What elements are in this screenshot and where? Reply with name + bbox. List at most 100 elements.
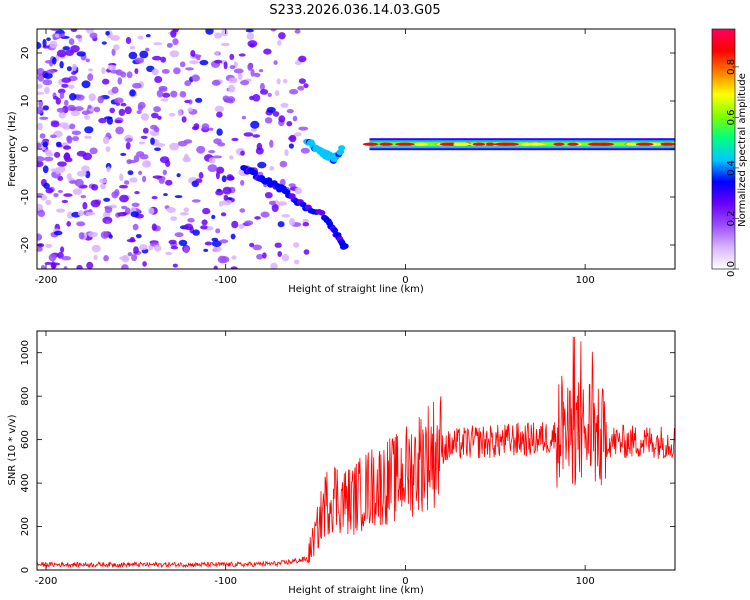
- spectrogram-noise-blob: [48, 253, 57, 262]
- spectrogram-noise-blob: [252, 134, 261, 138]
- x-tick-label: 100: [576, 275, 595, 286]
- snr-y-label: SNR (10 * v/v): [7, 414, 18, 485]
- y-tick-label: 400: [20, 474, 31, 493]
- spectrogram-noise-blob: [222, 199, 232, 206]
- spectrogram-noise-blob: [101, 41, 107, 45]
- spectrogram-noise-blob: [110, 35, 120, 41]
- spectrogram-noise-blob: [37, 160, 44, 168]
- spectrogram-noise-blob: [40, 194, 47, 201]
- spectrogram-noise-blob: [267, 92, 272, 97]
- spectrogram-noise-blob: [119, 184, 128, 189]
- x-tick-label: -100: [214, 576, 237, 587]
- spectrogram-noise-blob: [233, 68, 244, 74]
- spectrogram-noise-blob: [229, 65, 236, 70]
- spectrogram-noise-blob: [190, 50, 196, 57]
- spectrogram-heatmap: [37, 29, 675, 269]
- spectrogram-noise-blob: [271, 204, 279, 212]
- spectrogram-noise-blob: [191, 199, 201, 203]
- carrier-peak: [635, 142, 654, 146]
- spectrogram-noise-blob: [273, 60, 278, 65]
- spectrogram-noise-blob: [240, 179, 245, 186]
- spectrogram-noise-blob: [239, 208, 246, 213]
- spectrogram-noise-blob: [195, 97, 203, 103]
- spectrogram-noise-blob: [200, 225, 208, 230]
- y-tick-label: 0: [20, 567, 31, 573]
- spectrogram-noise-blob: [40, 264, 46, 269]
- spectrogram-noise-blob: [135, 57, 144, 64]
- spectrogram-noise-blob: [120, 71, 127, 78]
- spectrogram-noise-blob: [89, 147, 98, 155]
- x-tick-label: 0: [402, 576, 408, 587]
- spectrogram-noise-blob: [129, 89, 136, 97]
- spectrogram-noise-blob: [208, 157, 216, 164]
- spectrogram-noise-blob: [50, 121, 60, 128]
- spectrogram-noise-blob: [214, 32, 223, 39]
- spectrogram-noise-blob: [215, 50, 220, 56]
- spectrogram-noise-blob: [37, 106, 44, 114]
- spectrogram-noise-blob: [170, 30, 177, 38]
- spectrogram-noise-blob: [85, 170, 91, 179]
- spectrogram-noise-blob: [286, 121, 293, 127]
- spectrogram-noise-blob: [140, 135, 148, 139]
- spectrogram-noise-blob: [121, 205, 128, 210]
- spectrogram-noise-blob: [260, 89, 269, 95]
- spectrogram-noise-blob: [58, 111, 66, 119]
- spectrogram-noise-blob: [111, 86, 119, 94]
- spectrogram-noise-blob: [230, 266, 238, 269]
- y-tick-label: -20: [20, 237, 31, 253]
- spectrogram-noise-blob: [114, 119, 123, 124]
- spectrogram-noise-blob: [240, 80, 250, 86]
- spectrogram-noise-blob: [134, 68, 139, 74]
- spectrogram-noise-blob: [192, 229, 200, 236]
- spectrogram-noise-blob: [105, 220, 110, 224]
- x-tick-label: 0: [402, 275, 408, 286]
- spectrogram-noise-blob: [289, 88, 299, 95]
- spectrogram-noise-blob: [105, 31, 110, 36]
- spectrogram-noise-blob: [108, 234, 113, 239]
- spectrogram-noise-blob: [247, 63, 253, 71]
- x-tick-label: -200: [35, 275, 58, 286]
- spectrogram-noise-blob: [111, 48, 116, 56]
- spectrogram-noise-blob: [184, 99, 191, 104]
- spectrogram-noise-blob: [256, 253, 264, 260]
- spectrogram-noise-blob: [43, 72, 53, 79]
- spectrogram-noise-blob: [264, 192, 273, 199]
- spectrogram-noise-blob: [277, 221, 285, 228]
- spectrogram-noise-blob: [298, 126, 309, 131]
- spectrogram-noise-blob: [131, 254, 138, 262]
- spectrogram-noise-blob: [184, 80, 192, 87]
- carrier-peak: [598, 142, 614, 146]
- spectrogram-noise-blob: [139, 50, 149, 59]
- spectrogram-noise-blob: [37, 143, 42, 148]
- spectrogram-noise-blob: [270, 262, 278, 269]
- spectrogram-noise-blob: [302, 222, 310, 227]
- spectrogram-noise-blob: [222, 186, 232, 195]
- spectrogram-noise-blob: [81, 110, 90, 116]
- spectrogram-noise-blob: [129, 177, 138, 183]
- spectrogram-noise-blob: [93, 254, 98, 261]
- spectrogram-noise-blob: [39, 116, 49, 120]
- spectrogram-noise-blob: [38, 99, 44, 108]
- spectrogram-noise-blob: [278, 115, 286, 123]
- spectrogram-noise-blob: [110, 69, 120, 74]
- carrier-peak: [415, 142, 428, 146]
- spectrogram-noise-blob: [249, 242, 255, 248]
- spectrogram-noise-blob: [107, 64, 117, 71]
- spectrogram-noise-blob: [154, 76, 163, 83]
- spectrogram-noise-blob: [37, 246, 43, 252]
- spectrogram-noise-blob: [172, 263, 178, 268]
- spectrogram-noise-blob: [281, 253, 290, 262]
- spectrogram-noise-blob: [277, 40, 282, 46]
- spectrogram-noise-blob: [49, 40, 58, 49]
- spectrogram-noise-blob: [37, 233, 43, 241]
- spectrogram-noise-blob: [156, 143, 166, 147]
- spectrogram-noise-blob: [130, 211, 139, 218]
- spectrogram-noise-blob: [50, 168, 58, 173]
- spectrogram-noise-blob: [86, 261, 94, 269]
- spectrogram-noise-blob: [201, 219, 208, 226]
- spectrogram-noise-blob: [63, 145, 72, 150]
- spectrogram-noise-blob: [52, 57, 57, 65]
- spectrogram-noise-blob: [214, 59, 223, 64]
- spectrogram-noise-blob: [237, 72, 243, 80]
- spectrogram-noise-blob: [293, 242, 300, 248]
